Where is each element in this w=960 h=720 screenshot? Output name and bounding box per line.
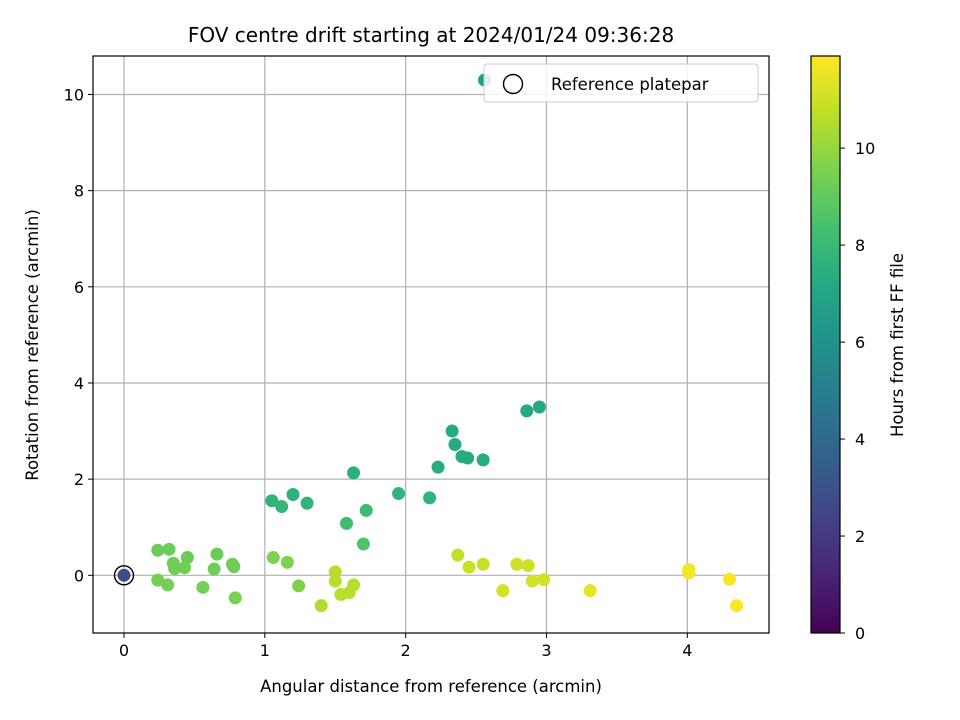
scatter-point — [161, 578, 175, 592]
x-tick-label: 4 — [682, 641, 692, 660]
scatter-point — [328, 565, 342, 579]
chart-title: FOV centre drift starting at 2024/01/24 … — [188, 23, 674, 47]
scatter-point — [275, 500, 289, 514]
colorbar-label: Hours from first FF file — [888, 253, 907, 437]
x-tick-label: 2 — [401, 641, 411, 660]
legend: Reference platepar — [483, 63, 759, 103]
scatter-point — [431, 460, 445, 474]
scatter-point — [292, 579, 306, 593]
scatter-point — [210, 547, 224, 561]
reference-point-group — [113, 565, 135, 586]
y-axis-label: Rotation from reference (arcmin) — [23, 209, 42, 481]
scatter-point — [286, 488, 300, 502]
colorbar-tick-label: 0 — [855, 624, 865, 643]
y-tick-label: 8 — [74, 182, 84, 201]
y-tick-label: 10 — [64, 85, 84, 104]
scatter-point — [583, 584, 597, 598]
reference-point-marker — [113, 565, 135, 586]
y-tick-label: 4 — [74, 374, 84, 393]
scatter-point — [537, 573, 551, 587]
scatter-point — [445, 424, 459, 438]
colorbar-tick-label: 6 — [855, 333, 865, 352]
scatter-point — [180, 551, 194, 565]
scatter-point — [328, 574, 342, 588]
scatter-point — [730, 599, 744, 613]
x-axis-label: Angular distance from reference (arcmin) — [260, 677, 602, 696]
colorbar — [810, 55, 841, 634]
scatter-point — [196, 580, 210, 594]
scatter-point — [151, 573, 165, 587]
scatter-point — [462, 560, 476, 574]
scatter-point — [423, 491, 437, 505]
scatter-point — [521, 559, 535, 573]
x-tick-label: 1 — [260, 641, 270, 660]
colorbar-ticks: 0 2 4 6 8 10 — [840, 139, 875, 643]
reference-point-fill — [117, 568, 131, 582]
scatter-point — [314, 599, 328, 613]
scatter-point — [525, 574, 539, 588]
colorbar-tick-label: 10 — [855, 139, 875, 158]
colorbar-tick-label: 4 — [855, 430, 865, 449]
grid — [93, 56, 769, 633]
colorbar-tick-label: 2 — [855, 527, 865, 546]
x-tick-label: 0 — [119, 641, 129, 660]
scatter-point — [476, 453, 490, 467]
x-tick-label: 3 — [541, 641, 551, 660]
colorbar-tick-label: 8 — [855, 236, 865, 255]
scatter-point — [334, 588, 348, 602]
scatter-point — [340, 516, 353, 530]
x-axis-ticks: 0 1 2 3 4 — [119, 633, 692, 660]
scatter-point — [682, 566, 696, 580]
scatter-point — [347, 466, 361, 480]
scatter-point — [520, 404, 534, 418]
scatter-point — [162, 542, 176, 556]
scatter-point — [228, 591, 242, 605]
y-tick-label: 6 — [74, 278, 84, 297]
scatter-point — [451, 548, 465, 562]
y-tick-label: 0 — [74, 566, 84, 585]
scatter-point — [476, 557, 490, 571]
plot-frame — [92, 55, 770, 634]
scatter-point — [392, 487, 406, 501]
scatter-point — [532, 400, 546, 414]
scatter-point — [168, 562, 182, 576]
legend-marker — [502, 73, 524, 95]
y-tick-label: 2 — [74, 470, 84, 489]
scatter-point — [723, 572, 737, 586]
scatter-point — [151, 543, 165, 557]
scatter-point — [207, 562, 221, 576]
legend-entry-reference: Reference platepar — [551, 75, 709, 94]
scatter-point — [300, 496, 314, 510]
scatter-point — [265, 494, 279, 508]
scatter-point — [356, 537, 370, 551]
scatter-point — [461, 451, 475, 465]
scatter-point — [448, 438, 462, 452]
y-axis-ticks: 0 2 4 6 8 10 — [64, 85, 93, 585]
scatter-point — [227, 560, 241, 574]
scatter-point — [178, 561, 192, 575]
scatter-point — [280, 555, 294, 569]
scatter-point — [359, 503, 373, 517]
scatter-points — [151, 73, 744, 613]
scatter-point — [510, 557, 524, 571]
scatter-point — [266, 551, 280, 565]
scatter-point — [496, 584, 510, 598]
legend-box — [483, 63, 759, 103]
